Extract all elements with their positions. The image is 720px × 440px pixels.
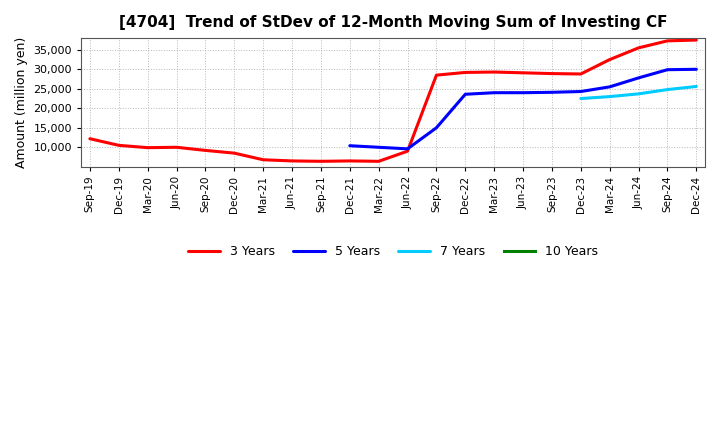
5 Years bbox=[634, 75, 643, 81]
5 Years bbox=[403, 146, 412, 151]
3 Years bbox=[432, 73, 441, 78]
3 Years bbox=[288, 158, 297, 164]
5 Years bbox=[518, 90, 527, 95]
5 Years bbox=[461, 92, 469, 97]
3 Years bbox=[692, 37, 701, 43]
7 Years bbox=[577, 96, 585, 101]
5 Years bbox=[548, 90, 557, 95]
Line: 5 Years: 5 Years bbox=[350, 70, 696, 149]
Y-axis label: Amount (million yen): Amount (million yen) bbox=[15, 37, 28, 168]
3 Years bbox=[606, 57, 614, 62]
Legend: 3 Years, 5 Years, 7 Years, 10 Years: 3 Years, 5 Years, 7 Years, 10 Years bbox=[184, 240, 603, 263]
3 Years bbox=[258, 157, 267, 162]
Title: [4704]  Trend of StDev of 12-Month Moving Sum of Investing CF: [4704] Trend of StDev of 12-Month Moving… bbox=[119, 15, 667, 30]
3 Years bbox=[172, 145, 181, 150]
3 Years bbox=[663, 38, 672, 44]
3 Years bbox=[201, 148, 210, 153]
3 Years bbox=[114, 143, 123, 148]
3 Years bbox=[230, 150, 238, 156]
5 Years bbox=[692, 67, 701, 72]
3 Years bbox=[86, 136, 94, 141]
5 Years bbox=[374, 145, 383, 150]
5 Years bbox=[490, 90, 498, 95]
Line: 7 Years: 7 Years bbox=[581, 86, 696, 99]
3 Years bbox=[317, 159, 325, 164]
3 Years bbox=[490, 70, 498, 75]
5 Years bbox=[577, 89, 585, 94]
7 Years bbox=[606, 94, 614, 99]
7 Years bbox=[634, 91, 643, 96]
Line: 3 Years: 3 Years bbox=[90, 40, 696, 161]
7 Years bbox=[663, 87, 672, 92]
3 Years bbox=[518, 70, 527, 75]
3 Years bbox=[374, 159, 383, 164]
3 Years bbox=[346, 158, 354, 164]
3 Years bbox=[577, 71, 585, 77]
3 Years bbox=[143, 145, 152, 150]
5 Years bbox=[663, 67, 672, 72]
5 Years bbox=[606, 84, 614, 89]
3 Years bbox=[634, 45, 643, 51]
3 Years bbox=[548, 71, 557, 76]
5 Years bbox=[346, 143, 354, 148]
3 Years bbox=[403, 149, 412, 154]
5 Years bbox=[432, 125, 441, 130]
3 Years bbox=[461, 70, 469, 75]
7 Years bbox=[692, 84, 701, 89]
